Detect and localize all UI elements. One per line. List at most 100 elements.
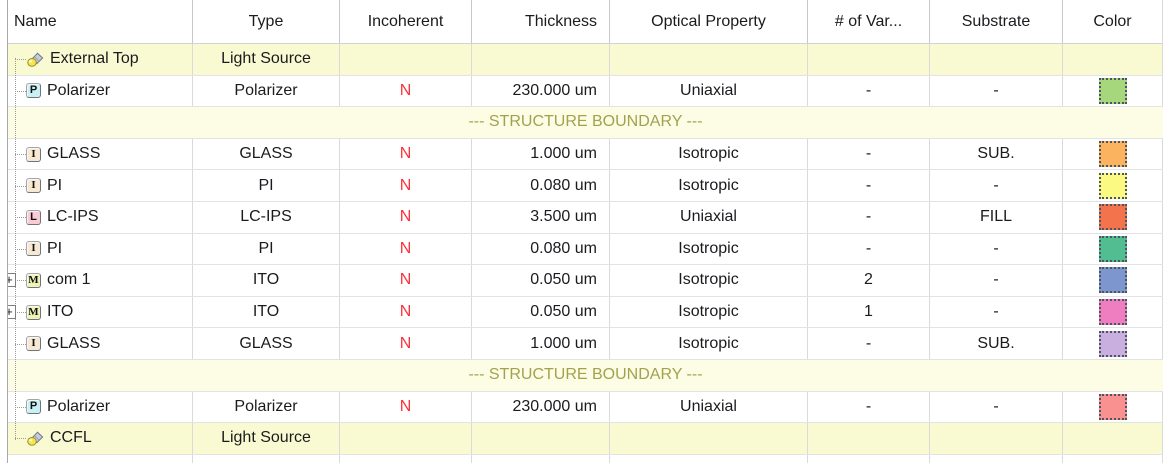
color-swatch[interactable]	[1098, 235, 1127, 262]
table-row[interactable]: P Polarizer Polarizer N 230.000 um Uniax…	[8, 75, 1163, 108]
table-row[interactable]: + M com 1 ITO N 0.050 um Isotropic 2 -	[8, 265, 1163, 297]
optical-property-value: Uniaxial	[610, 391, 808, 423]
table-left-edge	[7, 0, 8, 463]
layer-icon-i: I	[26, 241, 41, 257]
color-cell	[1063, 265, 1163, 296]
color-cell	[1063, 391, 1163, 423]
table-row[interactable]: P Polarizer Polarizer N 230.000 um Uniax…	[8, 391, 1163, 424]
color-swatch[interactable]	[1098, 172, 1127, 199]
table-header-row: Name Type Incoherent Thickness Optical P…	[8, 0, 1163, 44]
table-row[interactable]: CCFL Light Source	[8, 423, 1163, 455]
column-header-incoherent[interactable]: Incoherent	[340, 0, 472, 43]
column-header-num-variables[interactable]: # of Var...	[808, 0, 930, 43]
num-variables-value: -	[808, 391, 930, 423]
layer-type: ITO	[193, 296, 340, 328]
color-swatch[interactable]	[1098, 77, 1127, 104]
expand-button[interactable]: +	[8, 305, 16, 320]
num-variables-value: -	[808, 138, 930, 170]
table-row[interactable]: I GLASS GLASS N 1.000 um Isotropic - SUB…	[8, 328, 1163, 360]
color-cell	[1063, 296, 1163, 328]
num-variables-value: -	[808, 201, 930, 233]
incoherent-flag: N	[340, 75, 472, 107]
substrate-value: SUB.	[930, 138, 1063, 170]
color-cell	[1063, 138, 1163, 170]
num-variables-value: 1	[808, 296, 930, 328]
thickness-value: 0.050 um	[472, 265, 610, 296]
structure-boundary-row: --- STRUCTURE BOUNDARY ---	[8, 107, 1163, 139]
color-swatch[interactable]	[1098, 141, 1127, 168]
layer-name: Polarizer	[47, 397, 111, 415]
color-cell	[1063, 75, 1163, 107]
tree-connector	[15, 185, 26, 187]
column-header-optical-property[interactable]: Optical Property	[610, 0, 808, 43]
substrate-value: -	[930, 170, 1063, 201]
tree-connector	[15, 90, 26, 92]
color-cell	[1063, 423, 1163, 454]
incoherent-flag: N	[340, 328, 472, 359]
table-row[interactable]: + M ITO ITO N 0.050 um Isotropic 1 -	[8, 296, 1163, 329]
layer-name: PI	[47, 239, 63, 257]
thickness-value: 1.000 um	[472, 138, 610, 170]
column-header-color[interactable]: Color	[1063, 0, 1163, 43]
substrate-value: -	[930, 233, 1063, 265]
incoherent-flag: N	[340, 265, 472, 296]
thickness-value	[472, 423, 610, 454]
layer-name: CCFL	[50, 429, 92, 447]
tree-connector	[15, 343, 26, 345]
table-row[interactable]: I PI PI N 0.080 um Isotropic - -	[8, 170, 1163, 202]
color-swatch[interactable]	[1098, 299, 1127, 326]
thickness-value	[472, 44, 610, 75]
num-variables-value	[808, 44, 930, 75]
substrate-value: SUB.	[930, 328, 1063, 359]
layer-name: External Top	[50, 50, 139, 68]
layer-icon-p: P	[26, 83, 41, 99]
layer-name: LC-IPS	[47, 208, 99, 226]
thickness-value: 0.080 um	[472, 170, 610, 201]
tree-connector	[15, 248, 26, 250]
tree-connector	[15, 59, 26, 61]
column-header-substrate[interactable]: Substrate	[930, 0, 1063, 43]
layer-type: ITO	[193, 265, 340, 296]
table-body: External Top Light Source P Polarizer Po…	[8, 44, 1163, 455]
color-swatch[interactable]	[1098, 330, 1127, 357]
table-row[interactable]: I PI PI N 0.080 um Isotropic - -	[8, 233, 1163, 266]
color-cell	[1063, 233, 1163, 265]
column-header-type[interactable]: Type	[193, 0, 340, 43]
table-row[interactable]: I GLASS GLASS N 1.000 um Isotropic - SUB…	[8, 138, 1163, 171]
column-header-thickness[interactable]: Thickness	[472, 0, 610, 43]
layer-icon-i: I	[26, 146, 41, 162]
thickness-value: 0.080 um	[472, 233, 610, 265]
tree-connector	[15, 217, 26, 219]
layer-icon-i: I	[26, 178, 41, 194]
num-variables-value: -	[808, 170, 930, 201]
table-row[interactable]: L LC-IPS LC-IPS N 3.500 um Uniaxial - FI…	[8, 201, 1163, 234]
optical-property-value: Isotropic	[610, 170, 808, 201]
layer-type: Light Source	[193, 423, 340, 454]
incoherent-flag: N	[340, 233, 472, 265]
num-variables-value: -	[808, 75, 930, 107]
incoherent-flag	[340, 44, 472, 75]
optical-property-value: Isotropic	[610, 233, 808, 265]
layer-type: GLASS	[193, 328, 340, 359]
expand-button[interactable]: +	[8, 273, 16, 288]
optical-property-value: Isotropic	[610, 265, 808, 296]
column-header-name[interactable]: Name	[8, 0, 193, 43]
color-cell	[1063, 201, 1163, 233]
color-swatch[interactable]	[1098, 267, 1127, 294]
incoherent-flag: N	[340, 201, 472, 233]
color-swatch[interactable]	[1098, 393, 1127, 420]
optical-property-value	[610, 44, 808, 75]
optical-property-value: Uniaxial	[610, 75, 808, 107]
layer-type: PI	[193, 233, 340, 265]
substrate-value: FILL	[930, 201, 1063, 233]
optical-property-value	[610, 423, 808, 454]
layer-icon-p: P	[26, 399, 41, 415]
incoherent-flag: N	[340, 391, 472, 423]
table-row[interactable]: External Top Light Source	[8, 44, 1163, 76]
tree-connector	[15, 280, 26, 282]
color-swatch[interactable]	[1098, 204, 1127, 231]
color-cell	[1063, 44, 1163, 75]
color-cell	[1063, 170, 1163, 201]
num-variables-value	[808, 423, 930, 454]
